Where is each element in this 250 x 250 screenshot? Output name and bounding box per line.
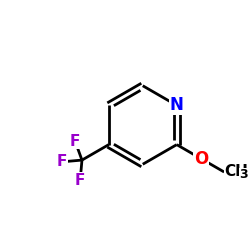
Text: N: N (170, 96, 184, 114)
Text: F: F (75, 173, 86, 188)
Text: O: O (194, 150, 208, 168)
Text: F: F (70, 134, 80, 148)
Text: F: F (57, 154, 67, 169)
Text: 3: 3 (239, 168, 248, 181)
Text: CH: CH (224, 164, 248, 180)
